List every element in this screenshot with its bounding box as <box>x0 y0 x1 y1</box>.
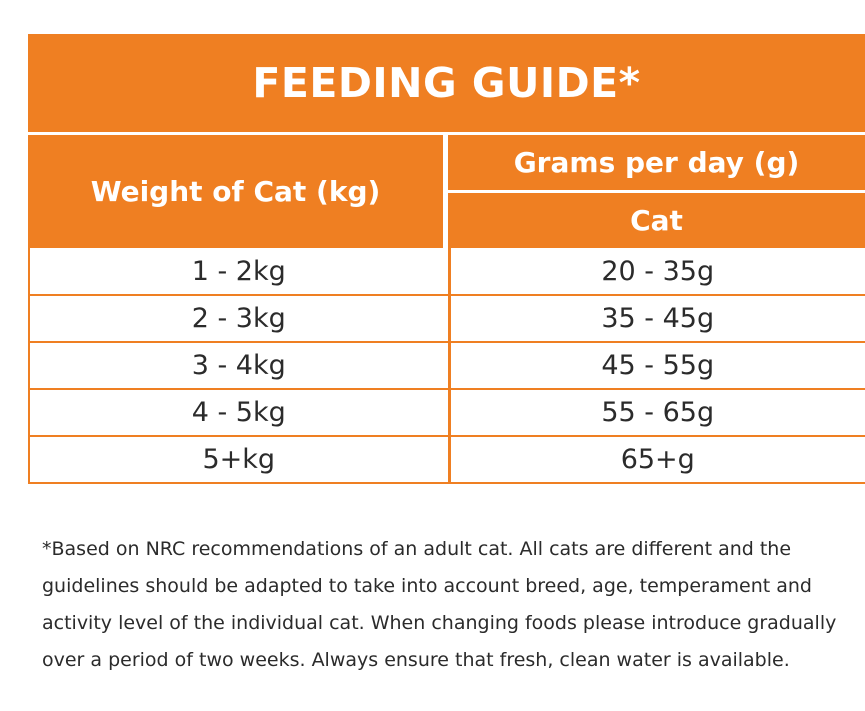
weight-cell: 4 - 5kg <box>28 389 451 437</box>
grams-cell: 55 - 65g <box>448 389 865 437</box>
feeding-guide: FEEDING GUIDE* Weight of Cat (kg) Grams … <box>28 34 865 484</box>
feeding-table: 1 - 2kg 20 - 35g 2 - 3kg 35 - 45g 3 - 4k… <box>28 248 865 484</box>
weight-cell: 2 - 3kg <box>28 295 451 343</box>
grams-cell: 65+g <box>448 436 865 484</box>
table-row: 2 - 3kg 35 - 45g <box>28 295 865 343</box>
grams-header-group: Grams per day (g) Cat <box>448 135 865 248</box>
grams-cell: 35 - 45g <box>448 295 865 343</box>
grams-cell: 20 - 35g <box>448 248 865 296</box>
grams-header: Grams per day (g) <box>448 135 865 193</box>
table-row: 1 - 2kg 20 - 35g <box>28 248 865 296</box>
table-row: 4 - 5kg 55 - 65g <box>28 389 865 437</box>
footnote: *Based on NRC recommendations of an adul… <box>42 538 837 671</box>
guide-title: FEEDING GUIDE* <box>28 34 865 135</box>
weight-header: Weight of Cat (kg) <box>28 135 448 248</box>
table-row: 5+kg 65+g <box>28 436 865 484</box>
weight-cell: 5+kg <box>28 436 451 484</box>
weight-cell: 1 - 2kg <box>28 248 451 296</box>
table-row: 3 - 4kg 45 - 55g <box>28 342 865 390</box>
table-header: Weight of Cat (kg) Grams per day (g) Cat <box>28 135 865 248</box>
grams-cell: 45 - 55g <box>448 342 865 390</box>
cat-subheader: Cat <box>448 193 865 248</box>
weight-cell: 3 - 4kg <box>28 342 451 390</box>
